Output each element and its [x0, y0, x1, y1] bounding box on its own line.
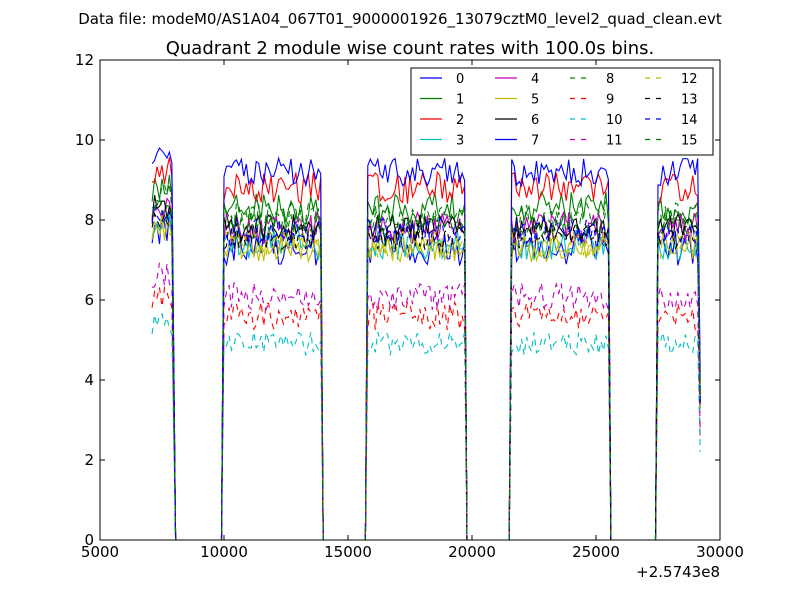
- series-line-8: [151, 195, 701, 541]
- legend-label-7: 7: [531, 134, 539, 149]
- legend-label-3: 3: [456, 134, 464, 149]
- series-line-7: [151, 147, 701, 541]
- legend-label-4: 4: [531, 72, 539, 87]
- chart-title: Quadrant 2 module wise count rates with …: [166, 38, 655, 59]
- y-tick-label: 10: [75, 131, 94, 149]
- legend-label-8: 8: [606, 72, 614, 87]
- legend-label-10: 10: [606, 113, 623, 128]
- legend-label-2: 2: [456, 113, 464, 128]
- legend-box: [410, 67, 714, 156]
- y-tick-label: 4: [84, 371, 94, 389]
- data-file-title: Data file: modeM0/AS1A04_067T01_90000019…: [78, 10, 722, 29]
- legend-label-11: 11: [606, 134, 623, 149]
- legend-label-13: 13: [681, 93, 698, 108]
- y-tick-label: 2: [84, 451, 94, 469]
- x-tick-label: 30000: [696, 543, 744, 561]
- legend-label-14: 14: [681, 113, 698, 128]
- x-tick-label: 20000: [448, 543, 496, 561]
- series-line-14: [151, 203, 701, 541]
- legend-label-1: 1: [456, 93, 464, 108]
- x-tick-label: 10000: [200, 543, 248, 561]
- series-line-1: [151, 174, 701, 541]
- legend-label-5: 5: [531, 93, 539, 108]
- legend-label-15: 15: [681, 134, 698, 149]
- x-tick-label: 25000: [572, 543, 620, 561]
- x-tick-label: 15000: [324, 543, 372, 561]
- y-tick-label: 12: [75, 51, 94, 69]
- legend-label-6: 6: [531, 113, 539, 128]
- series-line-4: [151, 197, 701, 541]
- series-line-11: [151, 262, 701, 541]
- series-line-2: [151, 157, 701, 541]
- series-lines: [151, 147, 701, 541]
- series-line-3: [151, 213, 701, 541]
- x-tick-label: 5000: [81, 543, 119, 561]
- legend-label-9: 9: [606, 93, 614, 108]
- legend-label-0: 0: [456, 72, 464, 87]
- y-tick-label: 0: [84, 531, 94, 549]
- legend-label-12: 12: [681, 72, 698, 87]
- series-line-10: [151, 313, 701, 541]
- y-tick-label: 6: [84, 291, 94, 309]
- y-tick-label: 8: [84, 211, 94, 229]
- series-line-0: [151, 209, 701, 541]
- series-line-15: [151, 183, 701, 541]
- series-line-9: [151, 285, 701, 541]
- x-offset-label: +2.5743e8: [636, 563, 720, 581]
- series-line-5: [151, 215, 701, 541]
